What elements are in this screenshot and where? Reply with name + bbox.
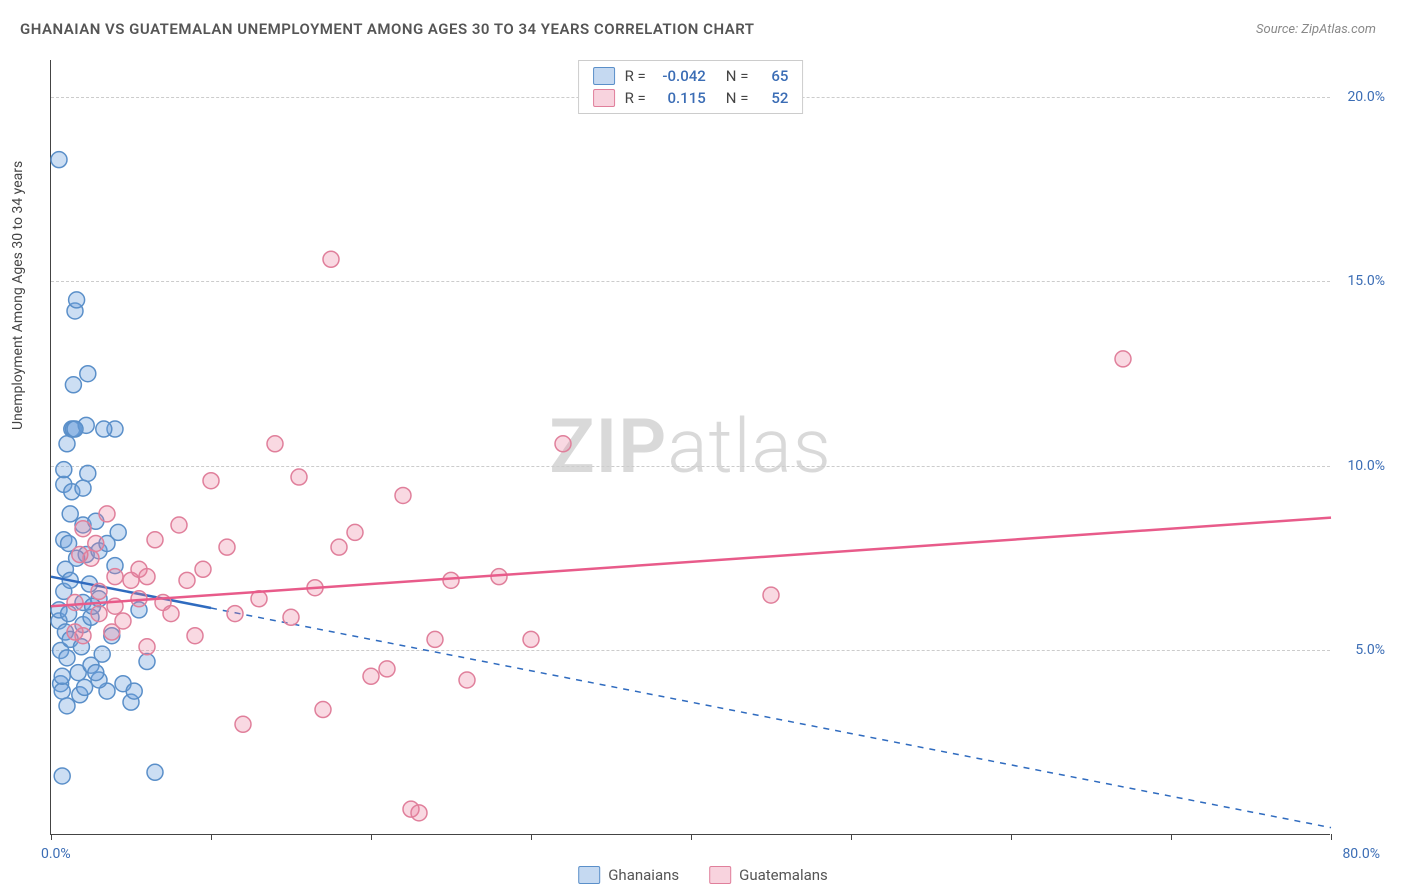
chart-source: Source: ZipAtlas.com [1256, 22, 1376, 37]
legend-label-ghanaians: Ghanaians [608, 866, 679, 884]
legend-swatch-pink [709, 866, 731, 884]
x-axis-min-label: 0.0% [41, 846, 71, 862]
y-tick-label: 10.0% [1347, 458, 1385, 474]
stats-n-label: N = [726, 67, 749, 85]
y-tick-label: 15.0% [1347, 273, 1385, 289]
bottom-legend: Ghanaians Guatemalans [578, 866, 828, 884]
x-axis-max-label: 80.0% [1342, 846, 1380, 862]
stats-row-ghanaians: R = -0.042 N = 65 [593, 67, 789, 85]
stats-n-ghanaians: 65 [758, 67, 788, 85]
chart-title: GHANAIAN VS GUATEMALAN UNEMPLOYMENT AMON… [20, 20, 755, 38]
stats-r-guatemalans: 0.115 [656, 89, 706, 107]
stats-r-ghanaians: -0.042 [656, 67, 706, 85]
stats-r-label: R = [625, 67, 646, 85]
y-axis-label: Unemployment Among Ages 30 to 34 years [10, 161, 26, 430]
stats-row-guatemalans: R = 0.115 N = 52 [593, 89, 789, 107]
legend-item-guatemalans: Guatemalans [709, 866, 828, 884]
stats-swatch-blue [593, 67, 615, 85]
legend-item-ghanaians: Ghanaians [578, 866, 679, 884]
plot-area: ZIPatlas 5.0%10.0%15.0%20.0% 0.0% 80.0% … [50, 60, 1330, 835]
legend-swatch-blue [578, 866, 600, 884]
stats-swatch-pink [593, 89, 615, 107]
y-tick-label: 20.0% [1347, 89, 1385, 105]
stats-n-guatemalans: 52 [758, 89, 788, 107]
y-tick-label: 5.0% [1355, 642, 1385, 658]
stats-r-label: R = [625, 89, 646, 107]
stats-n-label: N = [726, 89, 749, 107]
legend-label-guatemalans: Guatemalans [739, 866, 828, 884]
scatter-svg [51, 60, 1330, 834]
stats-box: R = -0.042 N = 65 R = 0.115 N = 52 [578, 60, 804, 114]
